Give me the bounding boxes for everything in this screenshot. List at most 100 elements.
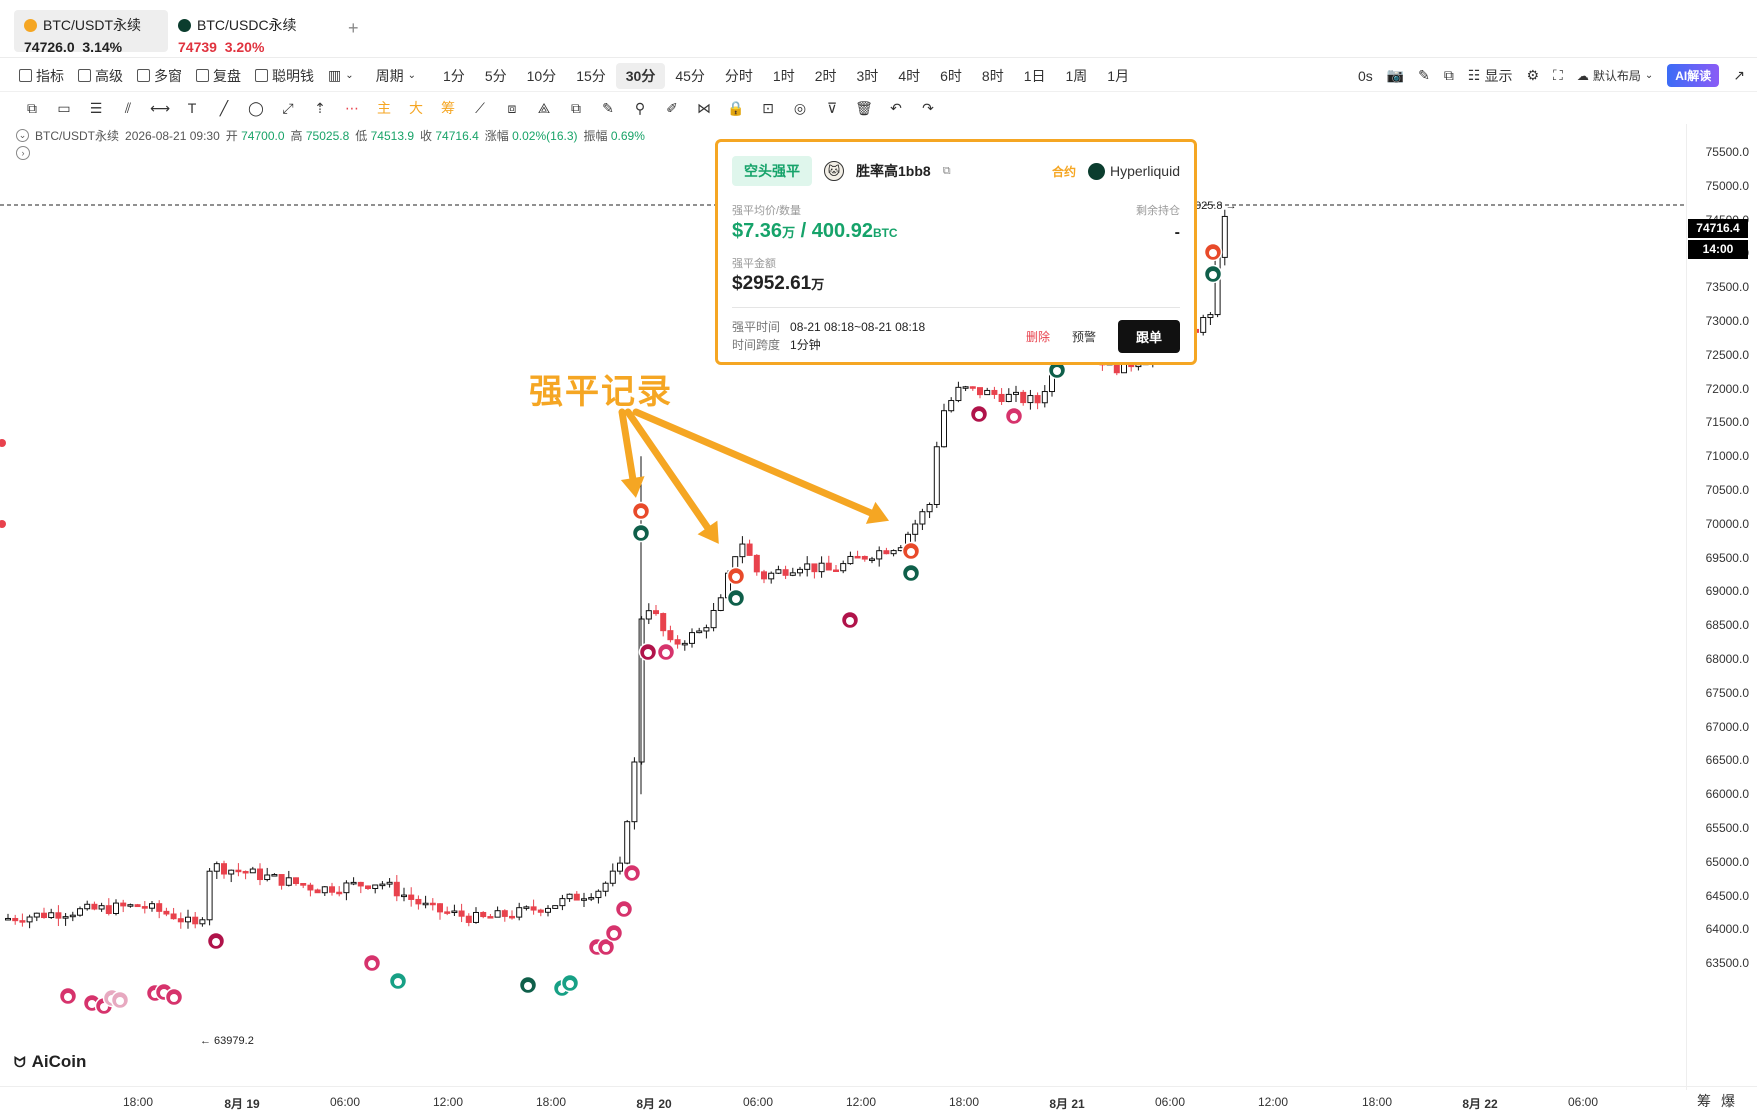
copy-icon[interactable]: ⧉ — [942, 164, 951, 177]
display-button[interactable]: ☷ 显示 — [1461, 63, 1520, 89]
candle-body — [681, 642, 688, 646]
draw-tool-icon-12[interactable]: 大 — [409, 100, 423, 116]
draw-tool-icon-3[interactable]: ⫽ — [124, 99, 132, 116]
time-axis[interactable]: 18:00 8月 19 06:00 12:00 18:00 8月 20 06:00 12:00… — [0, 1086, 1757, 1115]
toolbar-label: 复盘 — [213, 67, 241, 84]
candle-body — [55, 912, 62, 919]
ai-button[interactable]: AI解读 — [1660, 63, 1726, 89]
external-link-icon[interactable]: ↗ — [1733, 67, 1745, 83]
draw-tool-icon-2[interactable]: ☰ — [89, 99, 103, 116]
draw-tool-icon-15[interactable]: ⧈ — [507, 99, 517, 116]
period-4[interactable]: 30分 — [615, 62, 666, 89]
gear-icon[interactable]: ⚙ — [1526, 67, 1540, 83]
liquidation-cat-face — [524, 982, 532, 990]
period-11[interactable]: 6时 — [940, 67, 962, 84]
fullscreen-icon[interactable]: ⛶ — [1553, 67, 1563, 83]
period-9[interactable]: 3时 — [856, 67, 879, 84]
layout-dropdown[interactable]: ☁ 默认布局 ⌄ — [1570, 63, 1660, 89]
liquidation-toggle[interactable]: 爆 — [1721, 1093, 1735, 1109]
add-tab-icon[interactable]: + — [348, 18, 359, 38]
countdown: 0s — [1351, 63, 1380, 89]
period-dropdown[interactable]: 周期 ⌄ — [369, 63, 423, 89]
period-7[interactable]: 1时 — [772, 67, 795, 84]
candle-body — [609, 870, 616, 884]
candle-body — [602, 882, 609, 892]
draw-tool-icon-22[interactable]: 🔒 — [727, 99, 745, 116]
amount-value: $2952.61 — [732, 273, 812, 294]
draw-tool-icon-1[interactable]: ▭ — [57, 99, 71, 116]
draw-tool-icon-17[interactable]: ⧉ — [571, 99, 581, 116]
price-axis[interactable]: 75500.075000.074500.074000.073500.073000… — [1686, 124, 1757, 1090]
candle-body — [977, 387, 983, 396]
period-10[interactable]: 4时 — [898, 67, 921, 84]
draw-tool-icon-28[interactable]: ↷ — [922, 99, 934, 116]
binance-icon — [24, 18, 37, 32]
camera-icon[interactable]: 📷 — [1386, 67, 1405, 83]
delete-button[interactable]: 删除 — [1025, 329, 1050, 344]
tab-btc-usdt[interactable]: BTC/USDT永续 74726.0 3.14% — [14, 10, 168, 55]
draw-tool-icon-14[interactable]: ⟋ — [475, 99, 485, 116]
draw-tool-icon-6[interactable]: ╱ — [219, 99, 229, 116]
toolbar-indicator-button[interactable]: 指标 — [12, 63, 71, 89]
draw-tool-icon-10[interactable]: ⋯ — [345, 99, 359, 116]
period-2[interactable]: 10分 — [526, 67, 557, 84]
pen-icon[interactable]: ✎ — [1418, 67, 1430, 83]
draw-tool-icon-13[interactable]: 筹 — [441, 100, 455, 116]
draw-tool-icon-16[interactable]: ⟁ — [537, 99, 551, 116]
candle-body — [350, 881, 357, 885]
trader-name[interactable]: 胜率高1bb8 — [856, 163, 931, 179]
draw-tool-icon-26[interactable]: 🗑 — [855, 99, 873, 116]
draw-tool-icon-18[interactable]: ✎ — [602, 99, 614, 116]
separator: / — [800, 220, 807, 242]
toolbar-smart-money-button[interactable]: 聪明钱 — [248, 63, 321, 89]
share-icon[interactable]: ⧉ — [1443, 67, 1454, 83]
period-0[interactable]: 1分 — [443, 67, 465, 84]
period-1[interactable]: 5分 — [484, 67, 507, 84]
collapse-icon[interactable]: ⌄ — [16, 129, 29, 142]
draw-tool-icon-20[interactable]: ✐ — [666, 99, 678, 116]
draw-tool-icon-5[interactable]: T — [187, 100, 197, 116]
period-6[interactable]: 分时 — [724, 67, 753, 84]
follow-button[interactable]: 跟单 — [1117, 319, 1180, 353]
period-13[interactable]: 1日 — [1023, 67, 1046, 84]
toolbar-multi-window-button[interactable]: 多窗 — [130, 63, 189, 89]
period-3[interactable]: 15分 — [576, 67, 606, 84]
candle-body — [840, 563, 847, 572]
price-tick: 69500.0 — [1705, 550, 1749, 565]
draw-tool-icon-25[interactable]: ⊽ — [826, 99, 838, 116]
candle-body — [674, 639, 681, 645]
bar-chart-icon: ▥ — [328, 67, 342, 83]
chart-type-dropdown[interactable]: ▥ ⌄ — [321, 63, 361, 89]
draw-tool-icon-24[interactable]: ◎ — [793, 99, 807, 116]
draw-tool-icon-4[interactable]: ⟷ — [149, 99, 171, 116]
draw-tool-icon-19[interactable]: ⚲ — [634, 99, 646, 116]
expand-icon[interactable]: › — [16, 146, 30, 160]
draw-tool-icon-11[interactable]: 主 — [377, 100, 391, 116]
candle-body — [437, 903, 443, 913]
draw-tool-icon-27[interactable]: ↶ — [890, 99, 902, 116]
alert-button[interactable]: 预警 — [1071, 329, 1096, 344]
candle-body — [105, 905, 112, 914]
period-15[interactable]: 1月 — [1107, 67, 1130, 84]
draw-tool-icon-23[interactable]: ⊡ — [762, 99, 774, 116]
avg-price: $7.36 — [732, 220, 783, 242]
period-12[interactable]: 8时 — [981, 67, 1004, 84]
draw-tool-icon-21[interactable]: ⋈ — [697, 99, 711, 116]
period-8[interactable]: 2时 — [814, 67, 837, 84]
toolbar-replay-button[interactable]: 复盘 — [189, 63, 248, 89]
period-14[interactable]: 1周 — [1065, 67, 1088, 84]
draw-tool-icon-0[interactable]: ⧉ — [27, 99, 37, 116]
candle-body — [213, 863, 220, 872]
toolbar: 指标 高级 多窗 复盘 聪明钱 ▥ ⌄ 周期 ⌄ 1分 5分 10分 15分 30分 45分 分时 1时 2时… — [0, 60, 1757, 92]
aicoin-logo: ᗢ AiCoin — [14, 1052, 86, 1072]
tab-btc-usdc[interactable]: BTC/USDC永续 74739 3.20% — [168, 10, 328, 55]
chips-toggle[interactable]: 筹 — [1697, 1093, 1711, 1109]
liquidation-cat-face — [907, 570, 915, 578]
candle-body — [1041, 391, 1048, 404]
draw-tool-icon-7[interactable]: ◯ — [248, 99, 264, 116]
draw-tool-icon-9[interactable]: ⇡ — [314, 99, 326, 116]
period-5[interactable]: 45分 — [675, 67, 705, 84]
toolbar-advanced-button[interactable]: 高级 — [71, 63, 130, 89]
left-edge-marker — [0, 520, 6, 528]
draw-tool-icon-8[interactable]: ⤢ — [282, 99, 294, 116]
